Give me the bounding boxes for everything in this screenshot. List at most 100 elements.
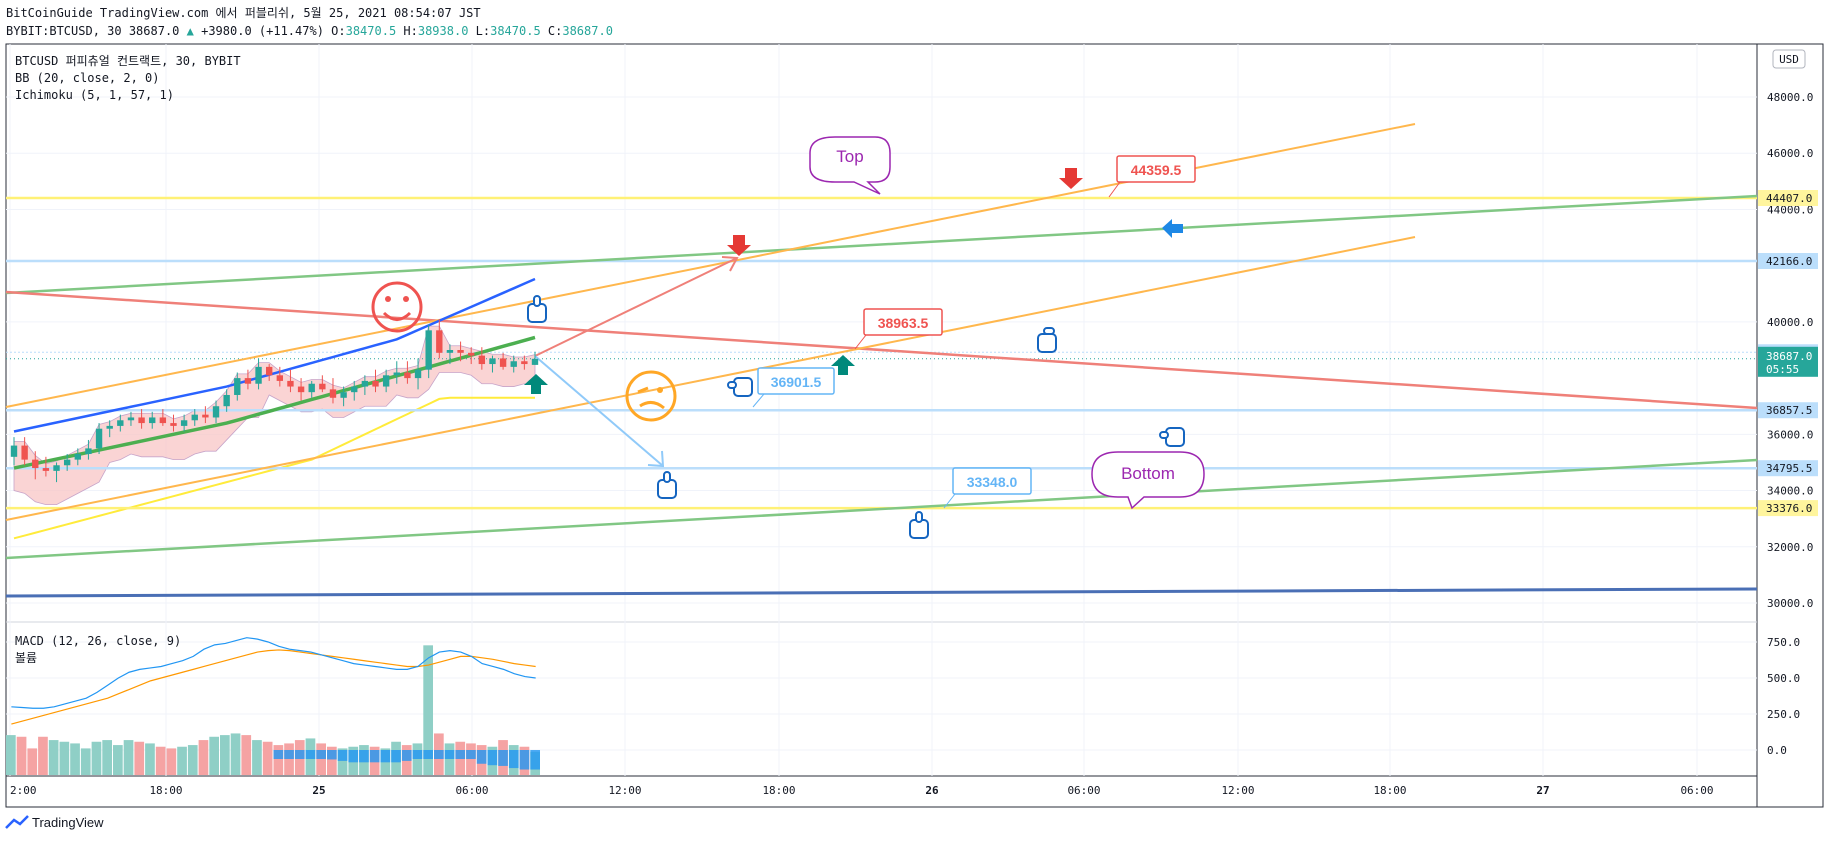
hand-pointer-icon[interactable]	[657, 471, 677, 499]
red-arrow-path[interactable]	[534, 257, 738, 357]
volume-bar[interactable]	[59, 741, 70, 775]
macd-histogram-bar[interactable]	[498, 750, 508, 766]
volume-bar[interactable]	[123, 740, 134, 775]
candle-body[interactable]	[138, 417, 145, 424]
volume-bar[interactable]	[466, 743, 476, 775]
volume-bar[interactable]	[284, 743, 294, 775]
candle-body[interactable]	[244, 378, 252, 384]
candle-body[interactable]	[180, 420, 188, 426]
candle-body[interactable]	[499, 358, 507, 367]
volume-bar[interactable]	[423, 645, 433, 775]
volume-bar[interactable]	[444, 743, 455, 775]
volume-bar[interactable]	[252, 740, 262, 775]
macd-histogram-bar[interactable]	[284, 750, 294, 759]
volume-bar[interactable]	[113, 745, 123, 775]
arrow-left-icon[interactable]	[1162, 219, 1183, 238]
candle-body[interactable]	[234, 378, 241, 395]
candle-body[interactable]	[393, 372, 400, 376]
confused-face-icon[interactable]	[625, 370, 677, 422]
volume-bar[interactable]	[91, 741, 102, 775]
macd-histogram-bar[interactable]	[508, 750, 519, 769]
volume-bar[interactable]	[38, 736, 48, 775]
candle-body[interactable]	[170, 423, 177, 426]
macd-histogram-bar[interactable]	[316, 750, 326, 759]
volume-bar[interactable]	[187, 745, 198, 775]
candle-body[interactable]	[340, 392, 347, 398]
candle-body[interactable]	[319, 383, 326, 390]
volume-bar[interactable]	[70, 743, 80, 775]
macd-histogram-bar[interactable]	[434, 750, 444, 759]
candle-body[interactable]	[478, 355, 486, 365]
candle-body[interactable]	[63, 459, 71, 466]
candle-body[interactable]	[106, 425, 113, 429]
candle-body[interactable]	[351, 386, 358, 393]
volume-bar[interactable]	[316, 743, 326, 775]
hand-pointer-icon[interactable]	[527, 295, 547, 323]
callout-top[interactable]: Top	[809, 136, 891, 195]
hand-pointer-icon[interactable]	[1159, 427, 1185, 447]
candle-body[interactable]	[212, 406, 220, 418]
candle-body[interactable]	[531, 358, 539, 365]
green-trendline-top[interactable]	[5, 194, 1758, 295]
macd-histogram-bar[interactable]	[380, 750, 391, 763]
candle-body[interactable]	[95, 428, 103, 449]
macd-histogram-bar[interactable]	[273, 750, 284, 759]
volume-bar[interactable]	[134, 741, 145, 775]
candle-body[interactable]	[510, 361, 517, 367]
candle-body[interactable]	[223, 394, 230, 407]
macd-histogram-bar[interactable]	[476, 750, 487, 764]
candle-body[interactable]	[159, 417, 167, 424]
candle-body[interactable]	[329, 389, 337, 398]
volume-bar[interactable]	[262, 741, 273, 775]
candle-body[interactable]	[255, 366, 262, 384]
volume-bar[interactable]	[337, 748, 348, 775]
hand-pointer-icon[interactable]	[1037, 327, 1057, 353]
macd-histogram-bar[interactable]	[369, 750, 380, 763]
tradingview-logo[interactable]: TradingView	[5, 815, 104, 830]
currency-badge[interactable]: USD	[1772, 49, 1806, 69]
volume-bar[interactable]	[6, 735, 16, 775]
candle-body[interactable]	[372, 380, 379, 387]
green-trendline-bottom[interactable]	[5, 458, 1758, 560]
volume-bar[interactable]	[145, 743, 155, 775]
orange-channel-top[interactable]	[5, 123, 1416, 408]
arrow-down-icon[interactable]	[727, 235, 751, 256]
candle-body[interactable]	[425, 330, 432, 370]
macd-histogram-bar[interactable]	[412, 750, 423, 759]
arrow-up-icon[interactable]	[524, 374, 548, 394]
macd-histogram-bar[interactable]	[327, 750, 337, 760]
smiley-icon[interactable]	[371, 281, 423, 333]
red-trendline[interactable]	[5, 290, 1758, 410]
volume-bar[interactable]	[273, 745, 284, 775]
macd-histogram-bar[interactable]	[423, 750, 433, 759]
macd-histogram-bar[interactable]	[455, 750, 466, 759]
volume-bar[interactable]	[166, 748, 177, 775]
candle-body[interactable]	[521, 361, 528, 365]
candle-body[interactable]	[21, 445, 28, 460]
candle-body[interactable]	[382, 375, 390, 387]
orange-channel-bottom[interactable]	[5, 236, 1416, 521]
volume-bar[interactable]	[48, 740, 59, 775]
volume-bar[interactable]	[177, 746, 187, 775]
macd-histogram-bar[interactable]	[305, 750, 316, 759]
candle-body[interactable]	[276, 375, 284, 381]
macd-line[interactable]	[11, 637, 536, 709]
legend-volume[interactable]: 볼륨	[15, 651, 37, 665]
volume-bar[interactable]	[327, 746, 337, 775]
volume-bar[interactable]	[209, 736, 219, 775]
candle-body[interactable]	[446, 350, 454, 353]
candle-body[interactable]	[127, 417, 135, 421]
candle-body[interactable]	[414, 369, 422, 379]
legend-bb[interactable]: BB (20, close, 2, 0)	[15, 71, 160, 85]
macd-signal-line[interactable]	[11, 649, 536, 725]
blue-arrow-path[interactable]	[534, 355, 664, 467]
macd-histogram-bar[interactable]	[391, 750, 401, 763]
volume-bar[interactable]	[412, 743, 423, 775]
time-axis[interactable]: 2:00 18:00 25 06:00 12:00 18:00 26 06:00 12:00 18…	[10, 784, 1714, 797]
volume-bar[interactable]	[220, 735, 230, 775]
price-axis[interactable]: 48000.0 46000.0 44000.0 40000.0 36000.0 34000…	[1767, 91, 1813, 757]
candle-body[interactable]	[468, 352, 475, 356]
candle-body[interactable]	[149, 417, 156, 424]
hand-pointer-icon[interactable]	[727, 377, 753, 397]
